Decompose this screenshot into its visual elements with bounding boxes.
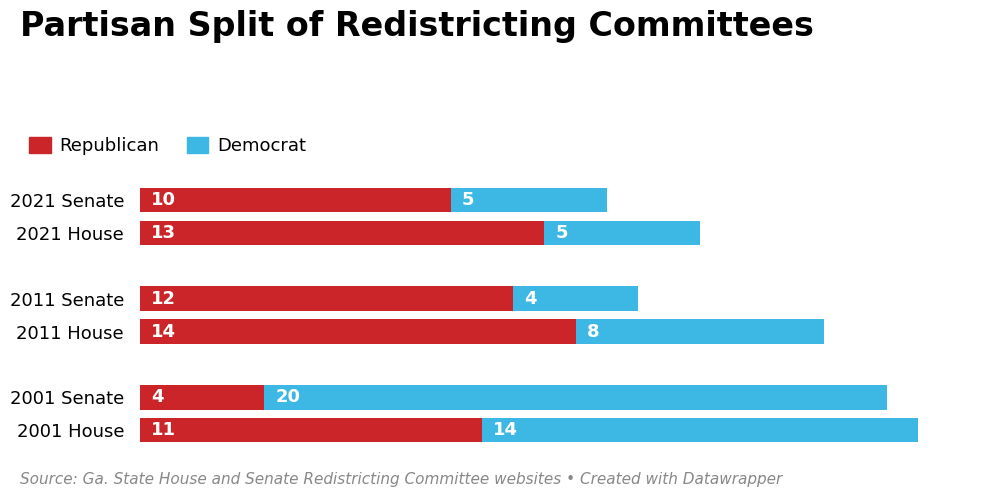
Text: 5: 5	[555, 224, 568, 242]
Legend: Republican, Democrat: Republican, Democrat	[29, 137, 306, 155]
Text: 14: 14	[151, 323, 176, 340]
Bar	[513, 286, 638, 311]
Text: 12: 12	[151, 290, 176, 308]
Text: 11: 11	[151, 421, 176, 439]
Bar	[140, 385, 264, 409]
Text: Source: Ga. State House and Senate Redistricting Committee websites • Created wi: Source: Ga. State House and Senate Redis…	[20, 472, 782, 487]
Bar	[140, 188, 451, 213]
Bar	[544, 220, 700, 246]
Text: 5: 5	[462, 191, 475, 209]
Bar	[576, 319, 824, 344]
Text: 8: 8	[586, 323, 599, 340]
Text: Partisan Split of Redistricting Committees: Partisan Split of Redistricting Committe…	[20, 10, 814, 43]
Bar	[451, 188, 607, 213]
Text: 13: 13	[151, 224, 176, 242]
Bar	[264, 385, 887, 409]
Text: 20: 20	[275, 388, 300, 406]
Text: 4: 4	[524, 290, 537, 308]
Text: 10: 10	[151, 191, 176, 209]
Bar	[482, 418, 918, 442]
Text: 4: 4	[151, 388, 163, 406]
Bar	[140, 220, 544, 246]
Text: 14: 14	[493, 421, 518, 439]
Bar	[140, 319, 576, 344]
Bar	[140, 286, 513, 311]
Bar	[140, 418, 482, 442]
